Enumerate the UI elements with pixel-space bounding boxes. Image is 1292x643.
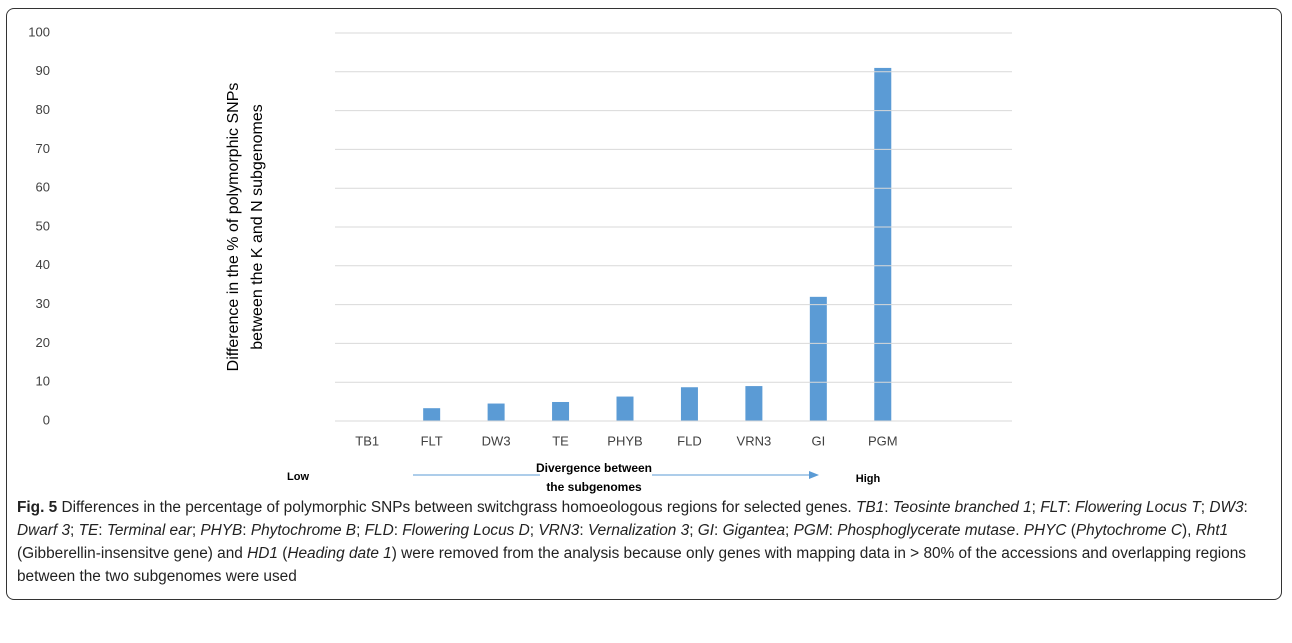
caption-text: Dwarf 3 [17, 522, 71, 539]
caption-text: GI [697, 522, 714, 539]
caption-text: ; [1200, 499, 1210, 516]
chart: Difference in the % of polymorphic SNPs … [28, 24, 1012, 496]
caption-text: Differences in the percentage of polymor… [57, 499, 856, 516]
caption-text: : [98, 522, 107, 539]
caption-text: PHYB [200, 522, 243, 539]
x-tick-label: PGM [868, 433, 898, 448]
caption-text: FLD [364, 522, 394, 539]
y-tick-label: 20 [36, 335, 50, 350]
caption-text: Vernalization 3 [587, 522, 690, 539]
caption-text: FLT [1040, 499, 1067, 516]
x-tick-label: FLT [421, 433, 443, 448]
annotation: the subgenomes [546, 480, 642, 494]
bar [745, 386, 763, 421]
annotation: Divergence between [536, 461, 652, 475]
bar [680, 387, 698, 421]
caption-text: ), [1182, 522, 1196, 539]
caption-text: : [1243, 499, 1248, 516]
caption-text: : [828, 522, 838, 539]
y-tick-label: 100 [28, 24, 50, 39]
annotation: High [856, 473, 881, 485]
annotation: Low [287, 471, 309, 483]
x-tick-label: GI [811, 433, 825, 448]
caption-label: Fig. 5 [17, 499, 58, 516]
caption-text: . [1015, 522, 1024, 539]
caption-text: Flowering Locus D [402, 522, 530, 539]
y-tick-label: 80 [36, 102, 50, 117]
x-tick-label: TB1 [355, 433, 379, 448]
caption-text: Heading date 1 [287, 545, 392, 562]
figure-caption: Fig. 5 Differences in the percentage of … [17, 496, 1279, 588]
caption-text: ; [70, 522, 79, 539]
caption-text: : [393, 522, 403, 539]
bar [423, 408, 441, 421]
caption-text: VRN3 [538, 522, 580, 539]
y-tick-label: 10 [36, 374, 50, 389]
caption-text: Rht1 [1195, 522, 1229, 539]
caption-text: Phytochrome C [1075, 522, 1182, 539]
y-tick-label: 30 [36, 296, 50, 311]
caption-text: ; [191, 522, 201, 539]
caption-text: HD1 [247, 545, 278, 562]
caption-text: ; [529, 522, 539, 539]
caption-text: : [714, 522, 723, 539]
caption-text: Gigantea [722, 522, 786, 539]
caption-text: : [1066, 499, 1076, 516]
caption-text: Flowering Locus T [1075, 499, 1201, 516]
caption-text: ) were removed from the analysis because… [17, 545, 1246, 585]
caption-text: : [579, 522, 588, 539]
y-tick-label: 0 [43, 412, 50, 427]
y-axis-title: Difference in the % of polymorphic SNPs [225, 83, 242, 372]
caption-text: (Gibberellin-insensitve gene) and [17, 545, 248, 562]
caption-text: TE [78, 522, 99, 539]
caption-text: ( [277, 545, 288, 562]
y-tick-label: 70 [36, 141, 50, 156]
caption-text: ; [356, 522, 365, 539]
bar [487, 403, 505, 421]
caption-text: ; [1031, 499, 1041, 516]
caption-text: Terminal ear [106, 522, 192, 539]
y-axis-title: between the K and N subgenomes [249, 104, 266, 350]
x-tick-label: DW3 [482, 433, 511, 448]
bar [809, 296, 827, 421]
x-tick-label: PHYB [607, 433, 642, 448]
caption-text: ; [689, 522, 698, 539]
label-backdrop [540, 462, 652, 496]
y-tick-label: 40 [36, 257, 50, 272]
caption-text: ; [785, 522, 794, 539]
caption-text: Phosphoglycerate mutase [837, 522, 1016, 539]
caption-text: : [242, 522, 251, 539]
caption-text: PHYC [1023, 522, 1067, 539]
x-tick-label: FLD [677, 433, 702, 448]
y-tick-label: 90 [36, 63, 50, 78]
bar [552, 401, 570, 421]
y-tick-label: 60 [36, 180, 50, 195]
caption-text: : [884, 499, 893, 516]
caption-text: TB1 [855, 499, 885, 516]
x-tick-label: TE [552, 433, 569, 448]
bar [616, 396, 634, 421]
figure-frame [6, 8, 1282, 600]
bar [874, 67, 892, 422]
caption-text: PGM [793, 522, 829, 539]
y-tick-label: 50 [36, 218, 50, 233]
caption-text: Teosinte branched 1 [892, 499, 1032, 516]
caption-text: Phytochrome B [250, 522, 357, 539]
caption-text: DW3 [1209, 499, 1244, 516]
x-tick-label: VRN3 [737, 433, 772, 448]
caption-text: ( [1066, 522, 1076, 539]
